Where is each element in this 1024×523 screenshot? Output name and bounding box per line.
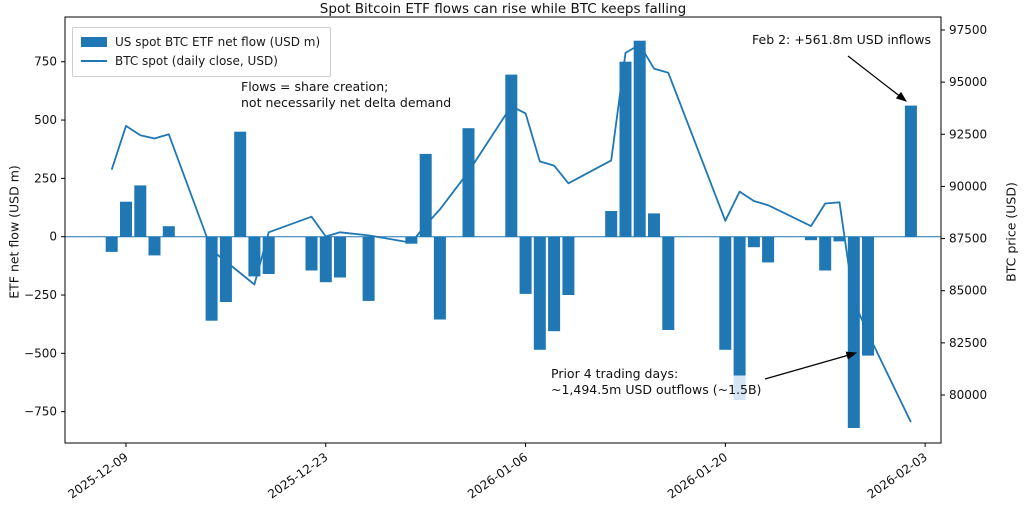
x-tick-label: 2026-02-03 [865, 450, 930, 501]
line-swatch-icon [81, 59, 107, 62]
bar-2026-01-14 [633, 40, 646, 237]
right-tick-label: 97500 [949, 23, 987, 37]
bar-2025-12-26 [362, 236, 375, 301]
bar-2026-01-06 [519, 236, 532, 294]
annotation-flows-note-line1: Flows = share creation; [241, 79, 389, 94]
annotation-feb2: Feb 2: +561.8m USD inflows [752, 32, 931, 47]
annotation-flows-note: Flows = share creation; not necessarily … [241, 79, 451, 112]
left-tick-label: 750 [34, 55, 57, 69]
legend: US spot BTC ETF net flow (USD m) BTC spo… [72, 27, 332, 78]
bar-2026-01-22 [747, 236, 760, 248]
right-axis-label: BTC price (USD) [1003, 182, 1019, 282]
bar-2026-01-20 [719, 236, 732, 350]
left-tick-label: 500 [34, 113, 57, 127]
left-tick-label: −500 [24, 346, 57, 360]
bar-2025-12-08 [105, 236, 118, 252]
bar-2025-12-19 [262, 236, 275, 274]
x-tick-label: 2026-01-06 [465, 450, 530, 501]
bar-2026-01-12 [605, 211, 618, 237]
right-tick-label: 82500 [949, 336, 987, 350]
bar-2026-01-15 [648, 213, 660, 237]
right-tick-label: 85000 [949, 284, 987, 298]
bar-2026-01-08 [548, 236, 561, 332]
bar-2026-01-21 [733, 236, 746, 376]
bar-2025-12-24 [334, 236, 346, 278]
left-tick-label: 0 [49, 230, 57, 244]
annotation-prior4-line1: Prior 4 trading days: [551, 366, 679, 381]
bar-2026-01-02 [462, 128, 475, 237]
bar-2025-12-16 [219, 236, 232, 302]
plot-border [64, 16, 942, 444]
bar-2026-01-30 [862, 236, 874, 356]
x-tick-label: 2025-12-23 [265, 450, 330, 501]
x-tick-label: 2026-01-20 [665, 450, 730, 501]
bar-2025-12-11 [148, 236, 161, 256]
btc-price-line [110, 43, 912, 423]
legend-label-btc-spot: BTC spot (daily close, USD) [115, 53, 278, 68]
chart-title: Spot Bitcoin ETF flows can rise while BT… [319, 1, 687, 17]
legend-item-etf-flow: US spot BTC ETF net flow (USD m) [81, 33, 320, 52]
bar-2026-01-29 [847, 236, 860, 428]
bar-2026-01-27 [819, 236, 832, 271]
x-tick-label: 2025-12-09 [66, 450, 131, 501]
bar-2026-01-13 [619, 61, 632, 237]
left-axis-label: ETF net flow (USD m) [6, 165, 22, 299]
legend-label-etf-flow: US spot BTC ETF net flow (USD m) [115, 35, 321, 49]
right-tick-label: 87500 [949, 232, 987, 246]
bar-2025-12-18 [248, 236, 261, 277]
right-tick-label: 95000 [949, 75, 987, 89]
bar-2026-01-23 [762, 236, 775, 263]
right-tick-label: 80000 [949, 388, 987, 402]
bar-2025-12-31 [433, 236, 446, 320]
feb2-arrow [847, 55, 907, 102]
bar-2025-12-23 [319, 236, 332, 283]
bar-2026-01-28 [833, 236, 846, 242]
bar-2026-01-05 [505, 74, 518, 237]
bar-light-extension [733, 375, 746, 400]
prior4-arrow [764, 351, 858, 380]
left-tick-label: −250 [24, 288, 57, 302]
bar-2026-01-09 [562, 236, 575, 295]
bar-2026-02-02 [904, 105, 917, 237]
bar-2025-12-22 [305, 236, 318, 271]
left-tick-label: 250 [34, 171, 57, 185]
left-tick-label: −750 [24, 405, 57, 419]
bar-swatch-icon [81, 37, 107, 48]
bar-2025-12-10 [134, 185, 147, 237]
bar-2025-12-30 [419, 153, 432, 237]
bar-2025-12-09 [120, 201, 132, 237]
bar-2025-12-15 [205, 236, 218, 321]
bar-2026-01-07 [533, 236, 546, 350]
annotation-prior4-line2: ~1,494.5m USD outflows (~1.5B) [551, 382, 762, 398]
right-tick-label: 90000 [949, 179, 987, 193]
annotation-flows-note-line2: not necessarily net delta demand [241, 95, 452, 111]
bar-2025-12-17 [234, 131, 247, 237]
bar-2026-01-16 [662, 236, 675, 330]
bar-2025-12-29 [405, 236, 418, 244]
bar-2026-01-26 [805, 236, 817, 241]
legend-item-btc-spot: BTC spot (daily close, USD) [81, 52, 320, 71]
right-tick-label: 92500 [949, 127, 987, 141]
bar-2025-12-12 [162, 226, 175, 237]
annotation-prior4: Prior 4 trading days: ~1,494.5m USD outf… [551, 366, 761, 399]
